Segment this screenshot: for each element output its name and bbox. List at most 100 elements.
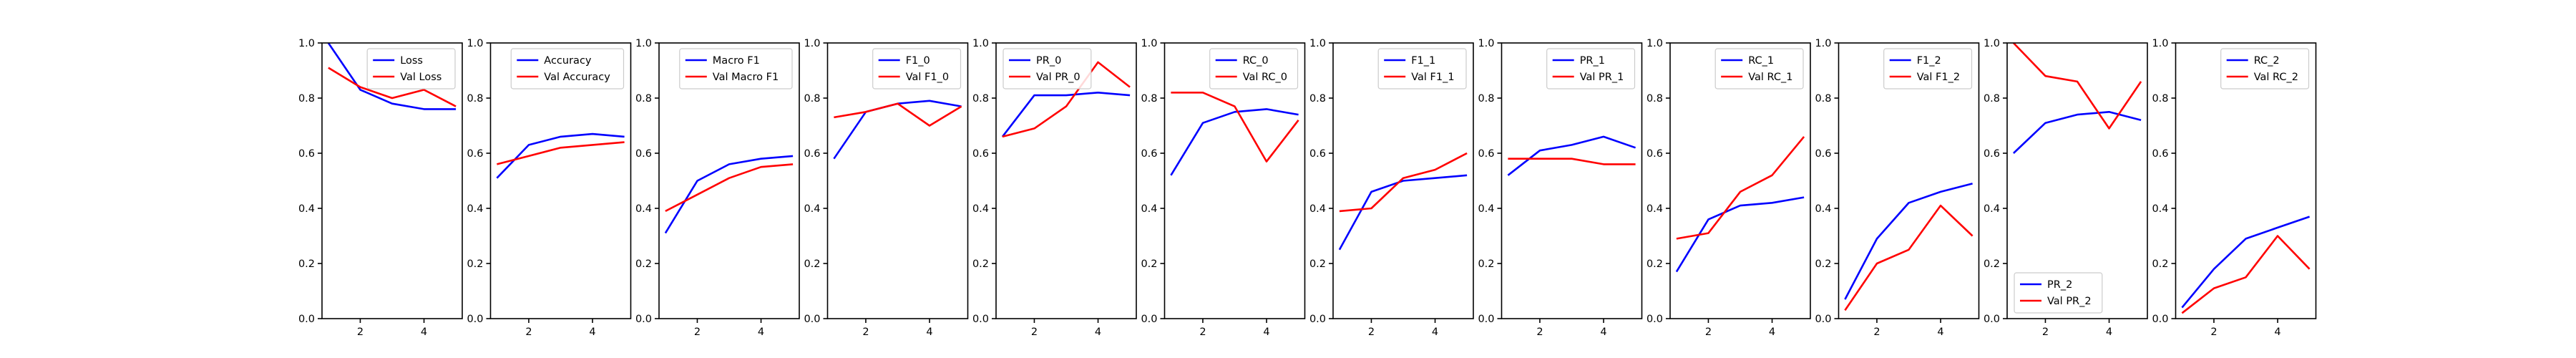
- legend-label: PR_2: [2047, 279, 2072, 291]
- series-line-rc-1: [1675, 196, 1805, 273]
- series-line-rc-2: [2181, 216, 2311, 309]
- axes-frame: [1501, 42, 1643, 319]
- legend: PR_0 Val PR_0: [1002, 48, 1092, 90]
- legend: F1_2 Val F1_2: [1883, 48, 1973, 90]
- y-tick-label: 0.8: [1984, 93, 2000, 105]
- legend-box: [510, 48, 625, 90]
- legend-box: [1546, 48, 1636, 90]
- x-tick-label: 2: [1873, 326, 1880, 338]
- y-tick-label: 0.4: [1646, 203, 1663, 215]
- y-tick-label: 0.8: [972, 93, 989, 105]
- y-tick-label: 0.8: [298, 93, 315, 105]
- legend: Loss Val Loss: [366, 48, 456, 90]
- legend-label: Val F1_1: [1411, 72, 1454, 83]
- legend-box: [1209, 48, 1299, 90]
- y-tick-label: 0.4: [467, 203, 483, 215]
- y-tick-label: 0.6: [1309, 148, 1326, 160]
- series-line-val-accuracy: [497, 141, 625, 165]
- y-tick-label: 0.0: [1141, 314, 1157, 325]
- legend-label: Val F1_0: [906, 72, 949, 83]
- legend: RC_1 Val RC_1: [1714, 48, 1804, 90]
- y-tick-label: 0.2: [2152, 258, 2168, 270]
- y-tick-label: 1.0: [635, 38, 652, 49]
- y-tick-label: 0.2: [1141, 258, 1157, 270]
- x-tick-label: 4: [1937, 326, 1943, 338]
- y-tick-label: 1.0: [972, 38, 989, 49]
- legend-label: Accuracy: [544, 55, 592, 67]
- series-line-pr-0: [1001, 92, 1131, 137]
- y-tick-label: 0.0: [467, 314, 483, 325]
- legend-box: [1002, 48, 1092, 90]
- legend: Macro F1 Val Macro F1: [679, 48, 793, 90]
- y-tick-label: 0.2: [467, 258, 483, 270]
- y-tick-label: 1.0: [1478, 38, 1494, 49]
- legend-label: F1_1: [1411, 55, 1435, 67]
- y-tick-label: 0.6: [1478, 148, 1494, 160]
- x-tick-label: 2: [1368, 326, 1375, 338]
- y-tick-label: 0.2: [1478, 258, 1494, 270]
- y-tick-label: 0.0: [1478, 314, 1494, 325]
- legend: F1_1 Val F1_1: [1377, 48, 1467, 90]
- x-tick-label: 2: [2042, 326, 2049, 338]
- y-tick-label: 0.6: [298, 148, 315, 160]
- y-tick-label: 0.0: [1646, 314, 1663, 325]
- legend-label: Macro F1: [713, 55, 760, 67]
- y-tick-label: 0.2: [1815, 258, 1831, 270]
- y-tick-label: 0.6: [1984, 148, 2000, 160]
- x-tick-label: 4: [1095, 326, 1101, 338]
- y-tick-label: 0.6: [804, 148, 820, 160]
- legend-label: Val Loss: [400, 72, 441, 83]
- axes-frame: [995, 42, 1137, 319]
- y-tick-label: 1.0: [2152, 38, 2168, 49]
- y-tick-label: 0.6: [1815, 148, 1831, 160]
- x-tick-label: 4: [758, 326, 764, 338]
- y-tick-label: 0.0: [1815, 314, 1831, 325]
- legend-label: RC_0: [1243, 55, 1269, 67]
- series-line-pr-1: [1507, 135, 1636, 176]
- legend-box: [679, 48, 793, 90]
- y-tick-label: 0.0: [804, 314, 820, 325]
- x-tick-label: 4: [1432, 326, 1438, 338]
- series-line-val-macro-f1: [665, 163, 794, 213]
- legend-label: F1_0: [906, 55, 930, 67]
- y-tick-label: 0.8: [1309, 93, 1326, 105]
- legend: PR_2 Val PR_2: [2014, 272, 2103, 314]
- legend-label: Val PR_1: [1580, 72, 1624, 83]
- series-line-f1-2: [1844, 183, 1973, 300]
- y-tick-label: 0.4: [1478, 203, 1494, 215]
- y-tick-label: 0.8: [1646, 93, 1663, 105]
- y-tick-label: 0.8: [1141, 93, 1157, 105]
- chart-panel-5: 0.0 0.2 0.4 0.6 0.8 1.0 2 4 PR_0 Val PR_0: [972, 38, 1137, 338]
- y-tick-label: 0.8: [467, 93, 483, 105]
- y-tick-label: 0.2: [635, 258, 652, 270]
- legend-box: [366, 48, 456, 90]
- y-tick-label: 1.0: [1815, 38, 1831, 49]
- series-line-loss: [327, 42, 457, 110]
- y-tick-label: 1.0: [1646, 38, 1663, 49]
- series-line-val-rc-2: [2181, 235, 2311, 314]
- y-tick-label: 0.4: [1309, 203, 1326, 215]
- y-tick-label: 1.0: [1309, 38, 1326, 49]
- y-tick-label: 0.0: [1984, 314, 2000, 325]
- y-tick-label: 0.6: [467, 148, 483, 160]
- y-tick-label: 1.0: [804, 38, 820, 49]
- y-tick-label: 0.8: [2152, 93, 2168, 105]
- series-line-f1-0: [833, 100, 962, 160]
- x-tick-label: 4: [2274, 326, 2280, 338]
- y-tick-label: 0.4: [635, 203, 652, 215]
- legend: RC_0 Val RC_0: [1209, 48, 1299, 90]
- x-tick-label: 4: [926, 326, 932, 338]
- chart-panel-1: 0.0 0.2 0.4 0.6 0.8 1.0 2 4 Loss Val Loss: [298, 38, 463, 338]
- legend-box: [1714, 48, 1804, 90]
- chart-panel-2: 0.0 0.2 0.4 0.6 0.8 1.0 2 4 Accuracy Val Accuracy: [467, 38, 632, 338]
- legend-label: Val Macro F1: [713, 72, 779, 83]
- x-tick-label: 4: [589, 326, 595, 338]
- axes-frame: [489, 42, 632, 319]
- legend-label: Val RC_2: [2254, 72, 2298, 83]
- y-tick-label: 0.2: [804, 258, 820, 270]
- legend-box: [1377, 48, 1467, 90]
- axes-frame: [1163, 42, 1306, 319]
- x-tick-label: 2: [694, 326, 701, 338]
- legend-label: F1_2: [1917, 55, 1941, 67]
